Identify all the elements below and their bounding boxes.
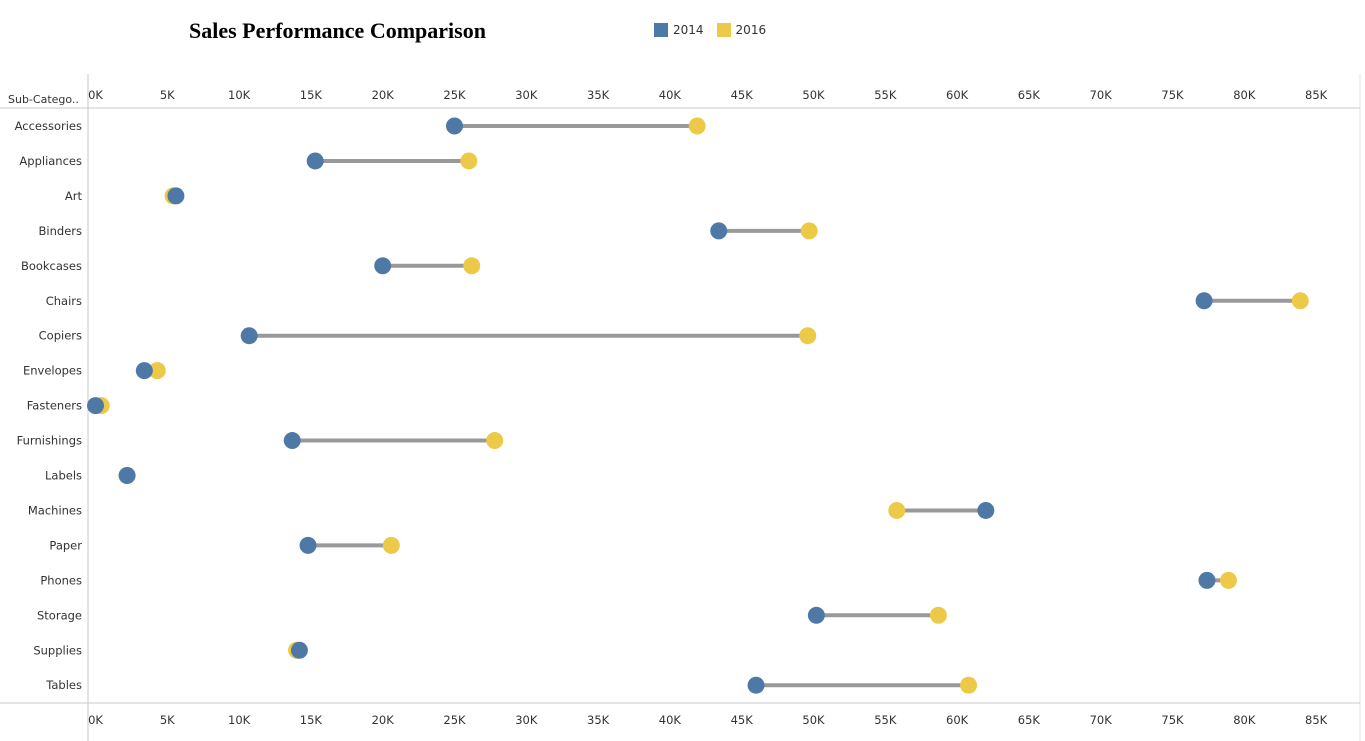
x-tick-label-top: 85K <box>1305 88 1328 102</box>
legend-swatch-2016 <box>716 23 731 37</box>
x-tick-label-top: 65K <box>1018 88 1041 102</box>
point-2014[interactable] <box>87 397 104 415</box>
point-2014[interactable] <box>446 117 463 135</box>
point-2014[interactable] <box>374 257 392 275</box>
point-2014[interactable] <box>299 536 317 554</box>
point-2016[interactable] <box>688 117 706 135</box>
chart-title: Sales Performance Comparison <box>189 18 486 43</box>
point-2016[interactable] <box>799 327 817 345</box>
point-2014[interactable] <box>306 152 324 170</box>
x-tick-label-bottom: 85K <box>1305 713 1328 727</box>
x-tick-label-bottom: 80K <box>1233 713 1256 727</box>
x-tick-label-top: 60K <box>946 88 969 102</box>
legend-item-2016[interactable]: 2016 <box>716 23 767 37</box>
category-label: Furnishings <box>17 434 82 448</box>
category-label: Storage <box>37 608 82 622</box>
x-tick-label-top: 50K <box>802 88 825 102</box>
x-tick-label-bottom: 20K <box>372 713 395 727</box>
point-2016[interactable] <box>463 257 481 275</box>
point-2016[interactable] <box>1291 292 1309 310</box>
category-label: Chairs <box>46 294 82 308</box>
point-2014[interactable] <box>710 222 728 240</box>
x-tick-label-top: 55K <box>874 88 897 102</box>
row-header-label: Sub-Catego.. <box>8 93 79 106</box>
point-2014[interactable] <box>807 606 825 624</box>
x-tick-label-bottom: 55K <box>874 713 897 727</box>
point-2016[interactable] <box>800 222 818 240</box>
category-label: Accessories <box>15 119 82 133</box>
category-label: Machines <box>28 503 82 517</box>
point-2014[interactable] <box>240 327 258 345</box>
legend-swatch-2014 <box>654 23 668 37</box>
point-2014[interactable] <box>283 432 301 450</box>
x-tick-label-top: 25K <box>443 88 466 102</box>
x-tick-label-bottom: 40K <box>659 713 682 727</box>
legend: 2014 2016 <box>654 23 779 37</box>
category-label: Binders <box>39 224 82 238</box>
category-label: Fasteners <box>27 399 82 413</box>
x-tick-label-top: 10K <box>228 88 251 102</box>
point-2014[interactable] <box>135 362 153 380</box>
category-label: Tables <box>45 678 82 692</box>
x-tick-label-bottom: 25K <box>443 713 466 727</box>
category-label: Phones <box>40 573 82 587</box>
legend-label-2014: 2014 <box>673 23 704 37</box>
x-tick-label-top: 75K <box>1161 88 1184 102</box>
x-tick-label-top: 5K <box>160 88 175 102</box>
x-tick-label-bottom: 65K <box>1018 713 1041 727</box>
category-label: Paper <box>49 538 82 552</box>
category-label: Bookcases <box>21 259 82 273</box>
x-tick-label-bottom: 75K <box>1161 713 1184 727</box>
x-tick-label-bottom: 5K <box>160 713 175 727</box>
category-label: Supplies <box>33 643 82 657</box>
x-tick-label-bottom: 10K <box>228 713 251 727</box>
x-tick-label-top: 35K <box>587 88 610 102</box>
x-tick-label-bottom: 45K <box>731 713 754 727</box>
category-label: Appliances <box>19 154 82 168</box>
point-2014[interactable] <box>747 676 765 694</box>
point-2016[interactable] <box>486 432 504 450</box>
point-2014[interactable] <box>118 467 136 484</box>
legend-label-2016: 2016 <box>735 23 767 37</box>
x-tick-label-top: 20K <box>372 88 395 102</box>
x-tick-label-top: 70K <box>1090 88 1113 102</box>
x-tick-label-bottom: 15K <box>300 713 323 727</box>
x-tick-label-top: 15K <box>300 88 323 102</box>
category-label: Labels <box>45 469 82 483</box>
point-2016[interactable] <box>460 152 478 170</box>
point-2014[interactable] <box>1195 292 1213 310</box>
point-2016[interactable] <box>382 536 400 554</box>
x-tick-label-bottom: 35K <box>587 713 610 727</box>
x-tick-label-bottom: 30K <box>515 713 538 727</box>
category-label: Copiers <box>39 329 82 343</box>
legend-item-2014[interactable]: 2014 <box>654 23 704 37</box>
x-tick-label-top: 45K <box>731 88 754 102</box>
x-tick-label-top: 40K <box>659 88 682 102</box>
x-tick-label-bottom: 50K <box>802 713 825 727</box>
point-2014[interactable] <box>167 187 185 205</box>
point-2016[interactable] <box>1220 571 1238 589</box>
point-2016[interactable] <box>888 501 906 519</box>
x-tick-label-bottom: 70K <box>1090 713 1113 727</box>
point-2016[interactable] <box>960 676 978 694</box>
category-label: Art <box>65 189 83 203</box>
x-tick-label-top: 30K <box>515 88 538 102</box>
point-2016[interactable] <box>929 606 947 624</box>
point-2016[interactable] <box>148 362 166 380</box>
point-2014[interactable] <box>1198 571 1216 589</box>
x-tick-label-top: 80K <box>1233 88 1256 102</box>
x-tick-label-bottom: 0K <box>88 713 103 727</box>
point-2014[interactable] <box>290 641 308 659</box>
x-tick-label-top: 0K <box>88 88 103 102</box>
x-tick-label-bottom: 60K <box>946 713 969 727</box>
category-label: Envelopes <box>23 364 82 378</box>
point-2014[interactable] <box>977 501 995 519</box>
